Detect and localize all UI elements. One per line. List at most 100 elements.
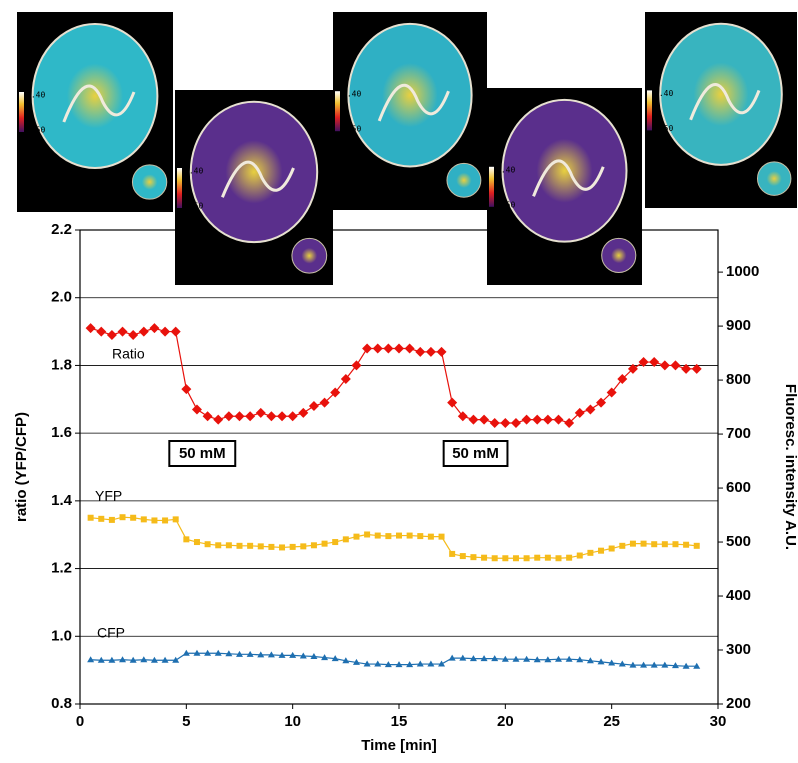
scale-min: 1.50 [342,125,361,134]
ratio-marker [542,414,553,425]
ratio-marker [691,363,702,374]
yfp-marker [300,543,307,550]
ratio-marker [617,373,628,384]
treatment-box [168,440,237,467]
cfp-marker [661,661,669,668]
ratio-marker [627,363,638,374]
yfp-marker [576,552,583,559]
y-tick-label: 1.8 [51,356,72,373]
cfp-marker [150,656,158,663]
ratio-marker [191,404,202,415]
ratio-marker [223,411,234,422]
x-tick-label: 30 [710,713,727,730]
cell [659,22,783,166]
ratio-marker [330,387,341,398]
ratio-marker [404,343,415,354]
microscopy-image: 2.40 1.50 [333,12,487,210]
cfp-marker [225,650,233,657]
yfp-marker [193,539,200,546]
yfp-marker [225,542,232,549]
cfp-marker [193,649,201,656]
yfp-marker [449,550,456,557]
scale-bar [335,91,340,132]
ratio-marker [213,414,224,425]
yfp-marker [619,542,626,549]
cfp-marker [682,662,690,669]
yfp-marker [353,533,360,540]
y2-tick-label: 600 [726,479,751,496]
vein [221,160,295,198]
cfp-marker [427,660,435,667]
scale-bar [19,92,24,132]
yfp-marker [140,516,147,523]
cfp-marker [448,654,456,661]
ratio-marker [138,326,149,337]
ratio-marker [362,343,373,354]
yfp-marker [279,544,286,551]
cfp-marker [491,655,499,662]
yfp-marker [151,517,158,524]
ratio-marker [298,407,309,418]
cfp-marker [544,656,552,663]
yfp-marker [268,543,275,550]
ratio-marker [649,357,660,368]
ratio-marker [500,417,511,428]
yfp-marker [502,555,509,562]
yfp-marker [247,542,254,549]
y2-tick-label: 900 [726,317,751,334]
x-tick-label: 0 [76,713,84,730]
y-tick-label: 2.2 [51,221,72,238]
cfp-marker [597,658,605,665]
cfp-marker [555,655,562,662]
scale-min: 1.50 [26,126,45,135]
yfp-marker [289,543,296,550]
cfp-marker [119,656,127,663]
y-tick-label: 1.0 [51,627,72,644]
yfp-marker [672,541,679,548]
ratio-marker [447,397,458,408]
yfp-marker [417,533,424,540]
cfp-marker [140,656,148,663]
series-line [90,652,697,667]
cfp-marker [469,655,477,662]
yfp-marker [342,536,349,543]
ratio-marker [85,323,96,334]
yfp-marker [119,514,126,521]
yfp-marker [438,533,445,540]
yfp-marker [257,543,264,550]
yfp-marker [385,533,392,540]
yfp-marker [598,547,605,554]
series-label: CFP [97,625,125,641]
y2-axis-label: Fluoresc. intensity A.U. [782,384,798,550]
scale-max: 2.40 [496,165,515,174]
x-tick-label: 15 [391,713,408,730]
microscopy-image: 2.40 1.50 [17,12,173,212]
y2-tick-label: 300 [726,641,751,658]
scale-bar [647,90,652,131]
cfp-marker [87,656,95,663]
microscopy-image: 2.40 1.50 [175,90,333,285]
ratio-marker [245,411,256,422]
cfp-marker [363,660,371,667]
cfp-marker [278,651,286,658]
cfp-marker [204,649,212,656]
yfp-marker [332,539,339,546]
cfp-marker [352,658,360,665]
ratio-marker [340,373,351,384]
ratio-marker [659,360,670,371]
ratio-marker [181,384,192,395]
cfp-marker [416,660,424,667]
microscopy-image: 2.40 1.50 [487,88,642,285]
ratio-marker [255,407,266,418]
x-tick-label: 25 [603,713,620,730]
cfp-marker [565,655,573,662]
y2-tick-label: 800 [726,371,751,388]
yfp-marker [204,541,211,548]
yfp-marker [236,542,243,549]
yfp-marker [693,542,700,549]
yfp-marker [491,555,498,562]
yfp-marker [587,549,594,556]
x-tick-label: 10 [284,713,301,730]
ratio-marker [415,346,426,357]
ratio-marker [383,343,394,354]
